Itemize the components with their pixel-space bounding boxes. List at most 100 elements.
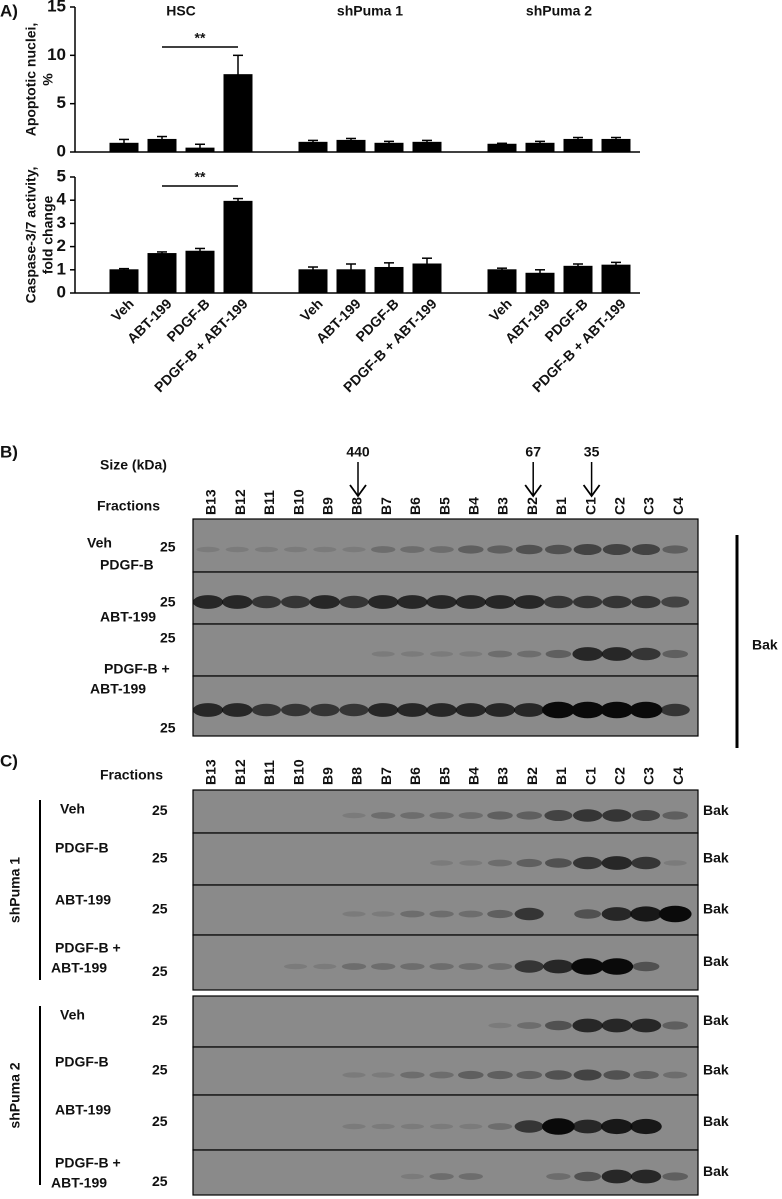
blot-band xyxy=(573,544,602,555)
blot-band xyxy=(630,1118,662,1135)
bar xyxy=(185,250,215,294)
row-label: ABT-199 xyxy=(55,892,111,908)
blot-band xyxy=(281,595,311,609)
fraction-label: B8 xyxy=(349,767,365,785)
fraction-label: C1 xyxy=(582,497,598,515)
fraction-label: B1 xyxy=(553,767,569,785)
error-bar xyxy=(497,267,507,270)
blot-band xyxy=(601,1169,632,1184)
blot-band xyxy=(196,546,220,553)
blot-band xyxy=(572,1018,603,1033)
blot-band xyxy=(400,1173,424,1180)
row-label: ABT-199 xyxy=(100,609,156,625)
blot-band xyxy=(429,910,454,918)
error-bar xyxy=(497,142,507,145)
group-label: shPuma 1 xyxy=(7,857,23,923)
x-tick-label: Veh xyxy=(486,295,515,324)
bar xyxy=(109,142,139,153)
blot-band xyxy=(487,650,513,658)
blot-band xyxy=(601,647,632,661)
error-bar xyxy=(422,139,432,143)
y-tick-label: 15 xyxy=(47,0,66,15)
panel-label: B) xyxy=(0,442,18,461)
fraction-label: C1 xyxy=(582,767,598,785)
group-label: shPuma 2 xyxy=(7,1062,23,1128)
protein-label: Bak xyxy=(703,1113,729,1129)
blot-band xyxy=(514,703,545,717)
blot-band xyxy=(222,595,253,609)
y-tick-label: 4 xyxy=(57,190,67,209)
blot-band xyxy=(517,650,542,658)
y-tick-label: 5 xyxy=(57,93,66,112)
blot-band xyxy=(341,963,367,970)
blot-band xyxy=(484,595,516,609)
fraction-label: B7 xyxy=(378,767,394,785)
blot-band xyxy=(545,1020,572,1031)
fraction-label: B3 xyxy=(495,497,511,515)
blot-band xyxy=(603,1070,631,1080)
row-label: PDGF-B + xyxy=(104,661,170,677)
fraction-label: B5 xyxy=(436,497,452,515)
blot-band xyxy=(517,1022,542,1029)
blot-band xyxy=(342,812,366,819)
arrow-head xyxy=(349,484,367,498)
blot-band xyxy=(542,701,575,719)
size-tick: 25 xyxy=(152,901,168,917)
fraction-label: B3 xyxy=(495,767,511,785)
blot-band xyxy=(662,811,688,820)
size-marker: 67 xyxy=(525,444,541,460)
row-label: PDGF-B xyxy=(100,557,154,573)
blot-band xyxy=(516,811,542,820)
protein-label: Bak xyxy=(752,637,778,653)
blot-band xyxy=(631,647,661,661)
blot-band xyxy=(309,595,340,609)
blot-band xyxy=(400,963,425,970)
protein-label: Bak xyxy=(703,802,729,818)
blot-band xyxy=(630,1169,662,1184)
blot-band xyxy=(458,910,483,918)
blot-band xyxy=(426,595,457,609)
blot-band xyxy=(429,546,454,553)
bar xyxy=(147,253,177,294)
blot-band xyxy=(663,1071,688,1079)
y-tick-label: 2 xyxy=(57,236,66,255)
blot-band xyxy=(487,811,513,820)
blot-band xyxy=(487,909,513,919)
blot-band xyxy=(400,1071,425,1079)
error-bar xyxy=(535,269,545,274)
bar xyxy=(336,139,366,153)
blot-band xyxy=(313,963,337,970)
blot-band xyxy=(632,810,660,821)
blot-band xyxy=(602,595,632,609)
blot-band xyxy=(516,1070,542,1080)
blot-band xyxy=(368,595,399,609)
bar xyxy=(374,266,404,294)
fraction-label: C4 xyxy=(670,497,686,515)
blot-band xyxy=(662,1021,688,1030)
error-bar xyxy=(384,262,394,268)
size-marker: 440 xyxy=(346,444,370,460)
fraction-label: B8 xyxy=(349,497,365,515)
bar xyxy=(601,264,631,294)
error-bar xyxy=(119,267,129,270)
y-tick-label: 0 xyxy=(57,141,66,160)
blot-band xyxy=(545,649,572,659)
bar xyxy=(109,269,139,294)
blot-band xyxy=(430,1123,454,1130)
error-bar xyxy=(346,263,356,270)
y-tick-label: 0 xyxy=(57,282,66,301)
error-bar xyxy=(308,266,318,270)
bar xyxy=(525,272,555,294)
protein-label: Bak xyxy=(703,850,729,866)
blot-band xyxy=(458,1173,483,1180)
y-tick-label: 1 xyxy=(57,259,66,278)
blot-band xyxy=(459,651,483,657)
y-axis-label: Caspase-3/7 activity, xyxy=(23,167,39,304)
blot-band xyxy=(544,810,573,821)
protein-label: Bak xyxy=(703,1163,729,1179)
blot-band xyxy=(661,596,690,608)
bar xyxy=(525,142,555,153)
arrow-head xyxy=(582,484,601,498)
blot-band xyxy=(342,911,366,917)
